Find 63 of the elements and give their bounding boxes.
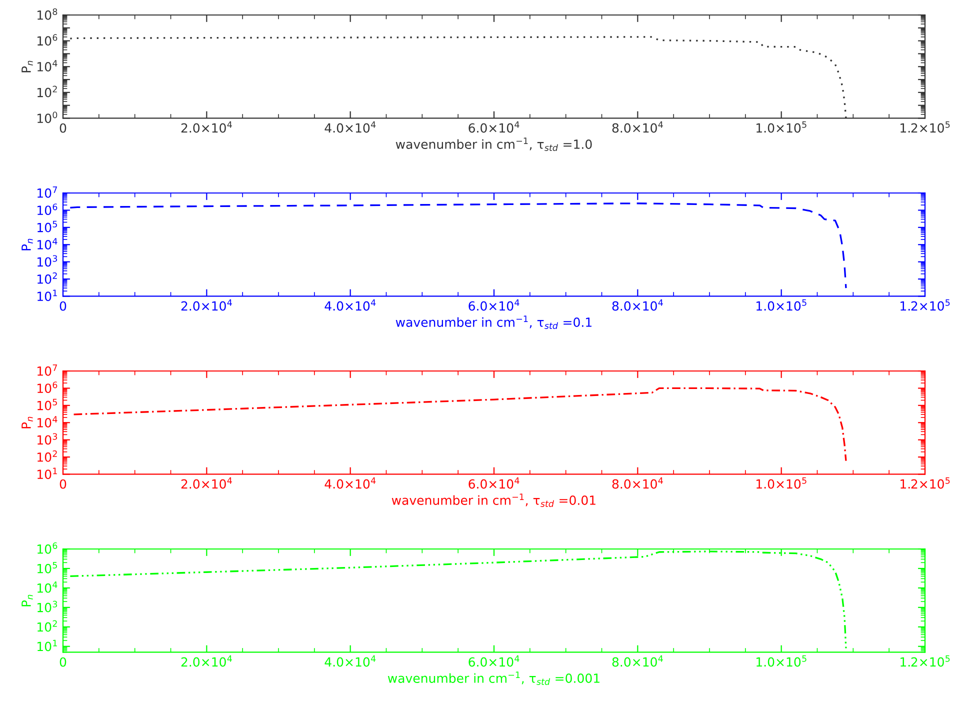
y-tick-label: 10$^{5}$ [38, 562, 57, 574]
x-tick-label: 0 [60, 301, 66, 311]
y-axis-title: P$_{n}$ [22, 238, 33, 250]
x-tick-label: 4.0×10$^{4}$ [324, 121, 376, 133]
x-tick-label: 1.0×10$^{5}$ [756, 477, 806, 489]
y-axis-title: P$_{n}$ [22, 60, 33, 72]
y-tick-label: 10$^{2}$ [38, 86, 57, 98]
x-tick-label: 2.0×10$^{4}$ [181, 655, 232, 667]
y-tick-label: 10$^{3}$ [38, 255, 58, 267]
y-tick-label: 10$^{3}$ [38, 433, 58, 445]
x-axis-title: wavenumber in cm$^{−1}$, τ$_{std}$ =0.01 [392, 494, 596, 507]
y-tick-label: 10$^{7}$ [38, 186, 57, 198]
y-tick-label: 10$^{5}$ [38, 220, 57, 232]
x-tick-label: 1.0×10$^{5}$ [756, 121, 806, 133]
y-tick-label: 10$^{2}$ [38, 450, 57, 462]
x-tick-label: 8.0×10$^{4}$ [612, 299, 663, 311]
x-tick-label: 8.0×10$^{4}$ [612, 655, 663, 667]
x-tick-label: 0 [60, 479, 66, 489]
x-axis-title: wavenumber in cm$^{−1}$, τ$_{std}$ =1.0 [396, 138, 592, 151]
y-tick-label: 10$^{4}$ [38, 60, 58, 72]
x-tick-label: 8.0×10$^{4}$ [612, 121, 663, 133]
y-tick-label: 10$^{7}$ [38, 364, 57, 376]
y-tick-label: 10$^{1}$ [38, 640, 57, 652]
x-tick-label: 8.0×10$^{4}$ [612, 477, 663, 489]
x-tick-label: 0 [60, 123, 66, 133]
x-tick-label: 1.2×10$^{5}$ [900, 121, 950, 133]
y-tick-label: 10$^{0}$ [38, 112, 58, 124]
x-tick-label: 4.0×10$^{4}$ [324, 299, 376, 311]
x-tick-label: 2.0×10$^{4}$ [181, 299, 232, 311]
y-tick-label: 10$^{4}$ [38, 416, 58, 428]
x-tick-label: 4.0×10$^{4}$ [324, 477, 376, 489]
y-axis-title: P$_{n}$ [22, 594, 33, 606]
y-tick-label: 10$^{1}$ [38, 468, 57, 480]
x-tick-label: 1.2×10$^{5}$ [900, 655, 950, 667]
x-tick-label: 1.0×10$^{5}$ [756, 299, 806, 311]
y-tick-label: 10$^{4}$ [38, 238, 58, 250]
x-tick-label: 0 [60, 657, 66, 667]
y-tick-label: 10$^{6}$ [38, 34, 58, 46]
y-tick-label: 10$^{8}$ [38, 8, 58, 20]
x-tick-label: 6.0×10$^{4}$ [468, 477, 520, 489]
y-tick-label: 10$^{2}$ [38, 272, 57, 284]
x-tick-label: 2.0×10$^{4}$ [181, 477, 232, 489]
x-axis-title: wavenumber in cm$^{−1}$, τ$_{std}$ =0.001 [388, 672, 600, 685]
y-tick-label: 10$^{1}$ [38, 290, 57, 302]
x-tick-label: 1.2×10$^{5}$ [900, 477, 950, 489]
y-tick-label: 10$^{5}$ [38, 398, 57, 410]
x-tick-label: 2.0×10$^{4}$ [181, 121, 232, 133]
y-tick-label: 10$^{6}$ [38, 204, 58, 216]
y-tick-label: 10$^{2}$ [38, 620, 57, 632]
y-tick-label: 10$^{3}$ [38, 600, 58, 612]
x-tick-label: 1.2×10$^{5}$ [900, 299, 950, 311]
y-axis-title: P$_{n}$ [22, 416, 33, 428]
y-tick-label: 10$^{6}$ [38, 542, 58, 554]
x-tick-label: 4.0×10$^{4}$ [324, 655, 376, 667]
x-tick-label: 6.0×10$^{4}$ [468, 121, 520, 133]
y-tick-label: 10$^{4}$ [38, 581, 58, 593]
x-tick-label: 6.0×10$^{4}$ [468, 655, 520, 667]
line-series [69, 202, 847, 289]
y-tick-label: 10$^{6}$ [38, 382, 58, 394]
x-tick-label: 6.0×10$^{4}$ [468, 299, 520, 311]
line-series [72, 387, 847, 462]
x-tick-label: 1.0×10$^{5}$ [756, 655, 806, 667]
x-axis-title: wavenumber in cm$^{−1}$, τ$_{std}$ =0.1 [396, 316, 592, 329]
